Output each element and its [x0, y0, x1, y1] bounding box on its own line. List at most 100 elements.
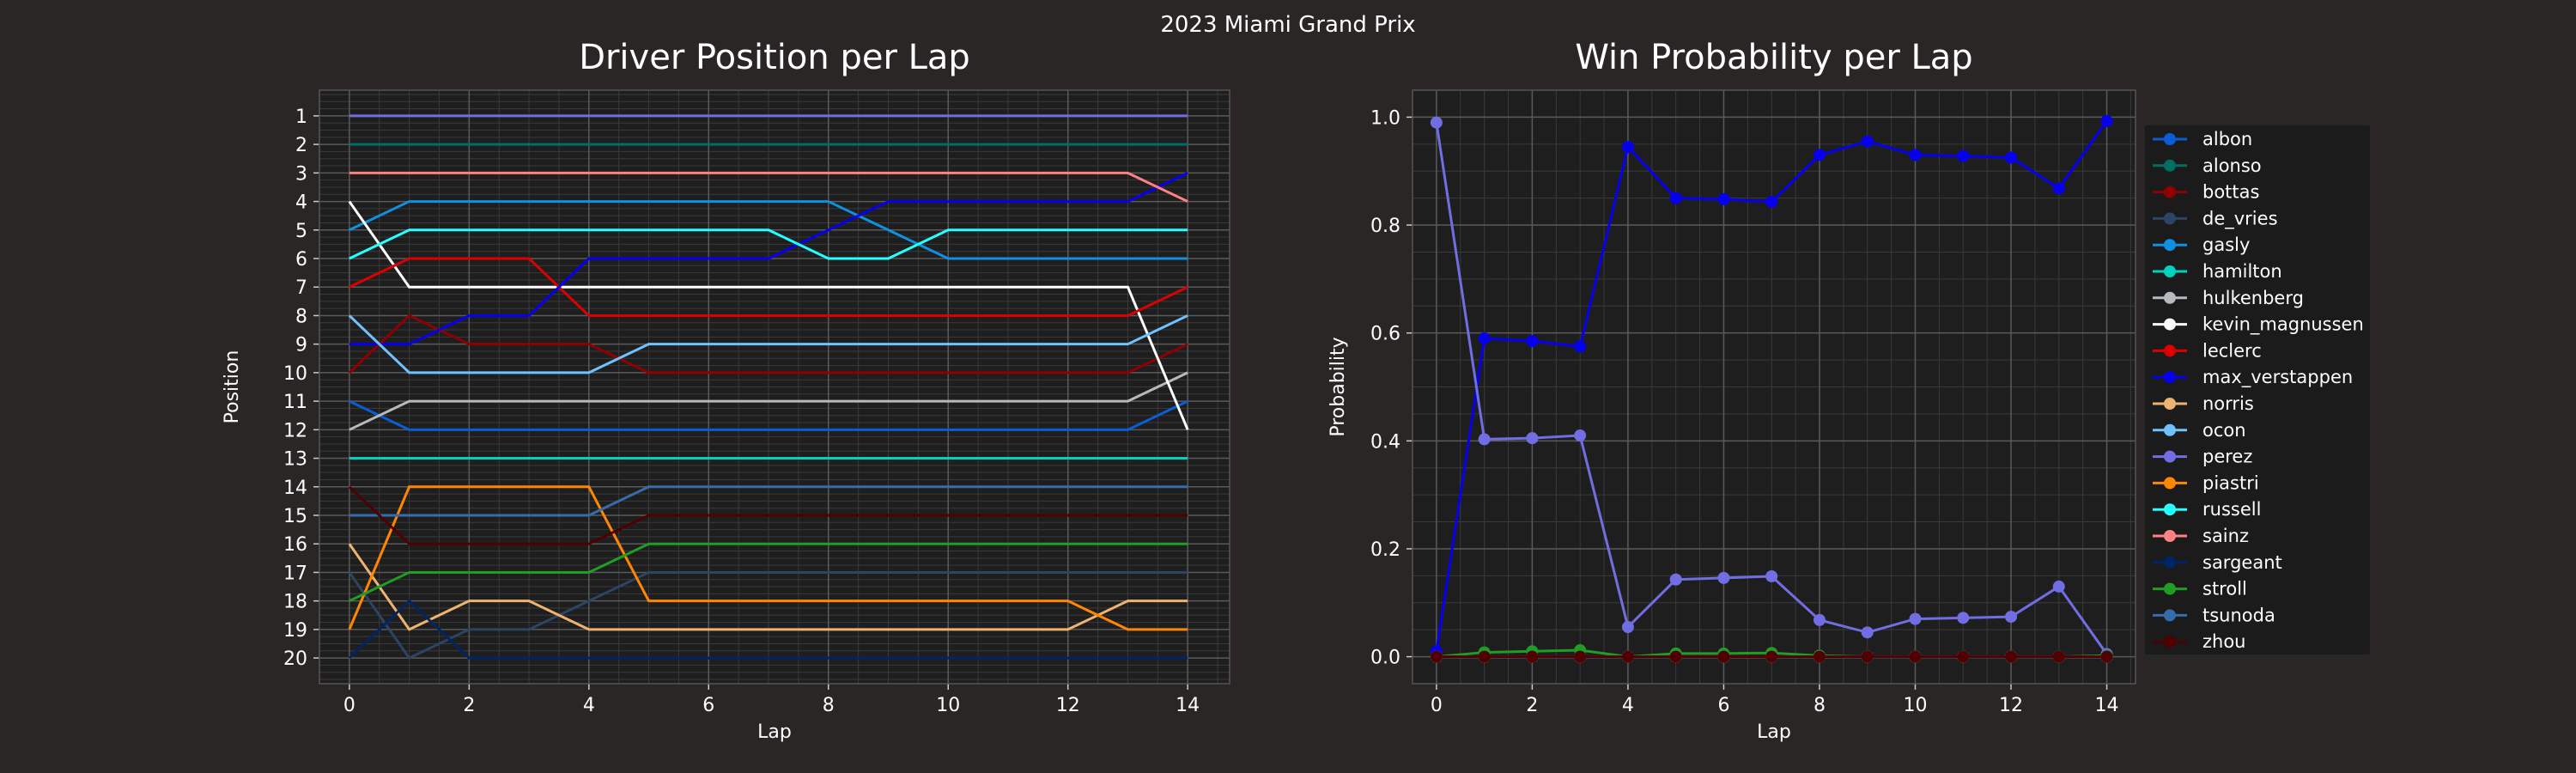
x-tick-label: 8 [823, 695, 835, 716]
data-point-max_verstappen [1526, 335, 1539, 348]
data-point-max_verstappen [1478, 332, 1491, 344]
legend-swatch-marker [2164, 159, 2176, 172]
x-tick-label: 4 [583, 695, 595, 716]
y-tick-label: 13 [283, 449, 307, 471]
x-tick-label: 2 [1526, 695, 1538, 716]
y-tick-label: 17 [283, 563, 307, 584]
y-tick-label: 7 [295, 277, 307, 299]
series-line-de_vries [348, 570, 1188, 660]
legend-swatch-marker [2164, 423, 2176, 436]
legend-label: max_verstappen [2202, 367, 2353, 388]
x-tick-label: 8 [1814, 695, 1826, 716]
data-point-perez [1574, 429, 1587, 442]
legend-label: gasly [2202, 234, 2250, 255]
legend-item: hulkenberg [2153, 288, 2304, 308]
data-point-max_verstappen [1765, 196, 1778, 209]
legend-item: de_vries [2153, 208, 2278, 229]
x-tick-label: 10 [936, 695, 960, 716]
data-point-perez [1669, 573, 1682, 586]
legend-label: bottas [2202, 182, 2259, 203]
y-tick-label: 0.0 [1370, 648, 1400, 669]
series-line-russell [349, 228, 1188, 260]
data-point-perez [1478, 433, 1491, 446]
data-point-max_verstappen [1813, 149, 1826, 161]
x-tick-label: 4 [1622, 695, 1634, 716]
data-point-zhou [1478, 650, 1491, 663]
x-tick-label: 12 [1999, 695, 2023, 716]
y-tick-label: 2 [295, 135, 307, 156]
legend-item: ocon [2153, 420, 2246, 441]
legend-label: russell [2202, 499, 2261, 520]
legend-item: bottas [2153, 182, 2259, 203]
legend-swatch-marker [2164, 609, 2176, 622]
series-line-piastri [348, 485, 1188, 631]
probability-chart: 0 2 4 6 8 10 12 14 0.0 0.2 0.4 0.6 0.8 1.0 Win Probabi… [1327, 38, 2136, 743]
legend-label: hamilton [2202, 261, 2282, 282]
y-tick-label: 18 [283, 592, 307, 613]
data-point-max_verstappen [1861, 135, 1874, 148]
series-line-norris [348, 543, 1188, 631]
y-tick-label: 20 [283, 648, 307, 670]
legend-item: sainz [2153, 526, 2249, 546]
data-point-zhou [1861, 650, 1874, 663]
legend-item: albon [2153, 129, 2252, 149]
data-point-perez [1717, 571, 1730, 584]
y-tick-label: 10 [283, 363, 307, 385]
legend-swatch-marker [2164, 582, 2176, 595]
series-line-albon [349, 399, 1188, 431]
legend-swatch-marker [2164, 530, 2176, 542]
data-point-max_verstappen [2100, 114, 2113, 127]
y-tick-label: 1.0 [1370, 107, 1400, 129]
axes-frame [1412, 89, 2136, 685]
legend-label: tsunoda [2202, 605, 2275, 625]
y-tick-label: 5 [295, 221, 307, 242]
figure-suptitle: 2023 Miami Grand Prix [1160, 12, 1415, 38]
series-group [348, 114, 1189, 660]
data-point-zhou [2100, 650, 2113, 663]
y-axis-label: Probability [1327, 337, 1349, 436]
series-line-ocon [348, 314, 1188, 374]
y-tick-label: 0.4 [1370, 431, 1400, 453]
legend-swatch-marker [2164, 186, 2176, 198]
legend-label: stroll [2202, 579, 2247, 600]
data-point-perez [1957, 612, 1970, 624]
data-point-max_verstappen [2005, 151, 2018, 164]
series-line-zhou [348, 485, 1188, 545]
legend-item: russell [2153, 499, 2261, 520]
series-line-sargeant [348, 599, 1188, 660]
y-tick-label: 0.8 [1370, 216, 1400, 237]
x-tick-label: 0 [343, 695, 355, 716]
legend-swatch-marker [2164, 636, 2176, 648]
data-point-max_verstappen [1669, 192, 1682, 204]
legend-label: alonso [2202, 155, 2262, 176]
legend-item: gasly [2153, 234, 2250, 255]
data-point-max_verstappen [1909, 149, 1922, 161]
y-tick-label: 8 [295, 306, 307, 327]
legend-label: norris [2202, 393, 2254, 414]
data-point-zhou [2005, 650, 2018, 663]
legend-item: hamilton [2153, 261, 2282, 282]
y-axis-label: Position [222, 350, 243, 424]
data-point-zhou [1621, 650, 1634, 663]
data-point-max_verstappen [2052, 182, 2065, 195]
data-point-max_verstappen [1621, 140, 1634, 153]
data-point-perez [2005, 611, 2018, 624]
legend-item: piastri [2153, 472, 2259, 493]
legend-swatch-marker [2164, 477, 2176, 490]
x-tick-label: 10 [1903, 695, 1927, 716]
data-point-zhou [1957, 650, 1970, 663]
legend-swatch-marker [2164, 318, 2176, 331]
legend-swatch-marker [2164, 503, 2176, 516]
x-tick-label: 0 [1431, 695, 1443, 716]
data-point-max_verstappen [1957, 149, 1970, 162]
data-point-zhou [2052, 650, 2065, 663]
series-group [1430, 114, 2113, 663]
y-tick-label: 3 [295, 163, 307, 185]
x-axis-label: Lap [1757, 721, 1791, 743]
data-point-perez [1861, 626, 1874, 639]
data-point-zhou [1765, 650, 1778, 663]
legend-swatch-marker [2164, 265, 2176, 277]
data-point-zhou [1909, 650, 1922, 663]
series-line-sainz [349, 171, 1188, 203]
